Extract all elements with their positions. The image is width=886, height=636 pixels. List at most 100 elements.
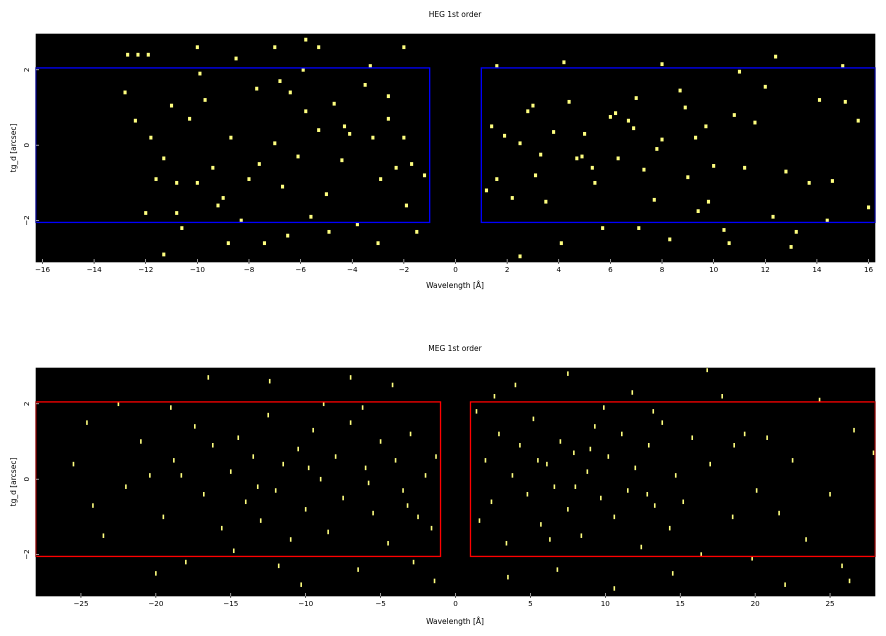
data-point xyxy=(743,431,746,437)
data-point xyxy=(503,133,507,138)
data-point xyxy=(575,156,579,161)
data-point xyxy=(704,124,708,129)
data-point xyxy=(257,162,261,166)
meg-data-points xyxy=(72,367,875,591)
data-point xyxy=(593,180,597,185)
data-point xyxy=(300,582,302,587)
data-point xyxy=(661,420,664,425)
data-point xyxy=(668,237,672,242)
data-point xyxy=(660,62,664,67)
data-point xyxy=(195,180,199,185)
x-tick-label: −2 xyxy=(399,265,410,274)
data-point xyxy=(207,375,210,380)
data-point xyxy=(424,473,427,478)
data-point xyxy=(162,156,166,161)
x-tick-label: −4 xyxy=(347,265,358,274)
heg-x-axis-ticks: −16 −14 −12 −10 −8 −6 −4 −2 0 2 4 6 8 10 12 14 16 xyxy=(35,259,874,274)
data-point xyxy=(478,518,481,523)
data-point xyxy=(394,458,397,463)
data-point xyxy=(332,101,336,106)
data-point xyxy=(700,552,703,557)
data-point xyxy=(144,211,148,215)
data-point xyxy=(195,45,199,50)
data-point xyxy=(678,88,682,93)
data-point xyxy=(867,205,871,210)
data-point xyxy=(180,226,184,230)
data-point xyxy=(376,241,380,246)
data-point xyxy=(539,152,543,157)
data-point xyxy=(763,84,767,89)
data-point xyxy=(255,86,259,91)
data-point xyxy=(117,401,120,407)
data-point xyxy=(642,167,646,172)
data-point xyxy=(626,488,629,493)
data-point xyxy=(387,540,389,546)
data-point xyxy=(422,173,427,178)
data-point xyxy=(126,52,130,57)
data-point xyxy=(829,491,831,497)
y-tick-label: 0 xyxy=(22,142,31,147)
x-tick-label: 16 xyxy=(864,265,874,274)
x-tick-label: 25 xyxy=(825,599,834,608)
data-point xyxy=(475,409,478,414)
data-point xyxy=(583,131,587,136)
data-point xyxy=(805,537,807,542)
data-point xyxy=(277,563,280,569)
data-point xyxy=(784,169,788,174)
data-point xyxy=(652,197,656,202)
data-point xyxy=(312,427,314,433)
data-point xyxy=(751,556,753,561)
meg-y-axis-label: tg_d [arcsec] xyxy=(9,458,18,507)
x-tick-label: −10 xyxy=(190,265,206,274)
data-point xyxy=(262,241,267,246)
data-point xyxy=(830,179,834,183)
x-tick-label: 4 xyxy=(556,265,561,274)
data-point xyxy=(807,180,811,185)
data-point xyxy=(435,454,437,459)
data-point xyxy=(188,116,192,121)
data-point xyxy=(301,67,305,72)
data-point xyxy=(340,158,344,163)
data-point xyxy=(562,60,566,65)
data-point xyxy=(817,98,822,102)
data-point xyxy=(691,435,694,440)
meg-plot-background xyxy=(36,368,875,596)
data-point xyxy=(412,559,415,565)
data-point xyxy=(616,156,620,161)
data-point xyxy=(239,218,243,223)
data-point xyxy=(162,514,165,520)
data-point xyxy=(402,135,406,140)
data-point xyxy=(361,405,364,410)
data-point xyxy=(631,390,634,395)
data-point xyxy=(552,130,556,134)
data-point xyxy=(652,409,655,414)
data-point xyxy=(589,446,592,452)
data-point xyxy=(140,439,142,444)
data-point xyxy=(86,420,88,425)
data-point xyxy=(162,252,166,257)
data-point xyxy=(731,514,734,520)
data-point xyxy=(386,94,390,99)
data-point xyxy=(559,241,563,246)
heg-x-axis-label: Wavelength [Å] xyxy=(426,281,484,290)
data-point xyxy=(843,99,847,104)
data-point xyxy=(296,154,300,159)
data-point xyxy=(696,209,700,214)
data-point xyxy=(379,177,383,181)
data-point xyxy=(694,135,698,140)
data-point xyxy=(280,184,285,189)
data-point xyxy=(537,458,539,463)
data-point xyxy=(613,586,616,591)
meg-panel: MEG 1st order −25 −20 −15 −10 −5 0 5 10 15 20 25 −… xyxy=(9,344,876,626)
y-tick-label: 2 xyxy=(22,68,31,73)
data-point xyxy=(495,177,499,181)
data-point xyxy=(856,118,860,123)
data-point xyxy=(146,52,150,57)
data-point xyxy=(686,175,690,180)
data-point xyxy=(402,488,404,493)
data-point xyxy=(853,427,855,433)
x-tick-label: −5 xyxy=(375,599,386,608)
data-point xyxy=(518,254,522,259)
data-point xyxy=(637,226,641,230)
data-point xyxy=(402,45,406,50)
